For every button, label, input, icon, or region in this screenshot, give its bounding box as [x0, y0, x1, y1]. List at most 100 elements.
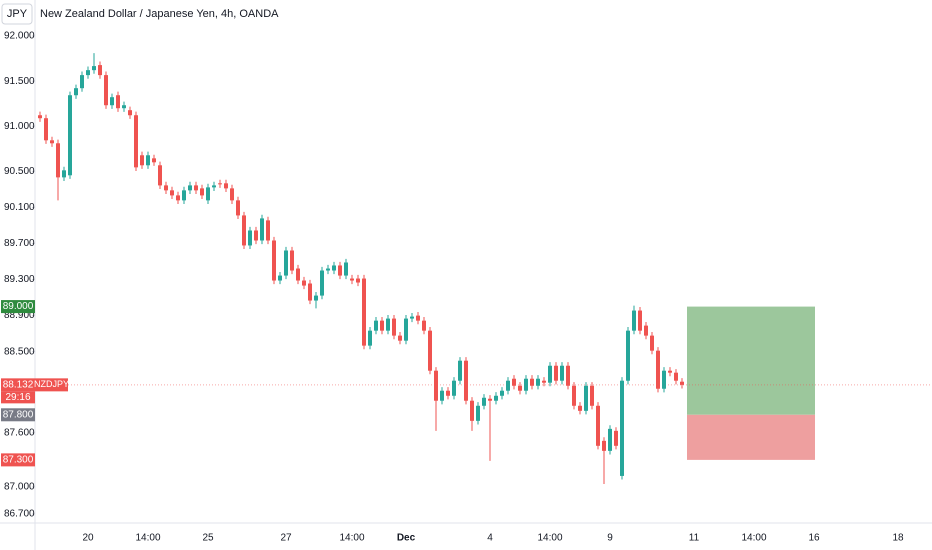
candle-body [242, 215, 246, 246]
x-tick-label: 16 [808, 533, 820, 544]
candle-body [470, 400, 474, 421]
y-tick-label: 90.500 [4, 166, 35, 177]
candle-body [398, 335, 402, 341]
candle-body [644, 325, 648, 336]
candle-body [464, 360, 468, 401]
candle-body [206, 187, 210, 201]
candle-body [356, 278, 360, 283]
candle-body [56, 143, 60, 178]
candle-body [146, 155, 150, 166]
x-tick-label: 27 [280, 533, 292, 544]
candle-body [98, 65, 102, 76]
candle-body [314, 295, 318, 301]
candle-body [278, 275, 282, 281]
x-tick-label: 4 [487, 533, 493, 544]
countdown-badge [1, 391, 35, 404]
candle-body [638, 310, 642, 331]
candle-body [284, 250, 288, 276]
candle-body [134, 115, 138, 168]
candle-body [182, 190, 186, 201]
y-tick-label: 86.700 [4, 509, 35, 520]
candle-body [494, 395, 498, 401]
candle-body [548, 365, 552, 383]
stop-zone [687, 414, 815, 460]
candle-body [428, 330, 432, 371]
x-tick-label: 14:00 [339, 533, 364, 544]
candle-body [254, 230, 258, 241]
y-tick-label: 90.100 [4, 202, 35, 213]
currency-box[interactable] [1, 3, 33, 25]
candle-body [680, 381, 684, 385]
candle-body [224, 183, 228, 189]
x-tick-label: 14:00 [741, 533, 766, 544]
y-tick-label: 89.300 [4, 274, 35, 285]
candle-body [572, 385, 576, 406]
candle-body [260, 218, 264, 241]
candle-body [602, 440, 606, 451]
candle-body [44, 118, 48, 141]
y-tick-label: 87.600 [4, 427, 35, 438]
candle-body [488, 398, 492, 401]
candle-body [296, 268, 300, 281]
target-badge [1, 300, 35, 314]
y-tick-label: 89.700 [4, 238, 35, 249]
candle-body [422, 320, 426, 331]
candle-body [620, 380, 624, 476]
x-tick-label: 11 [689, 533, 700, 544]
candle-body [350, 278, 354, 281]
countdown: 29:16 [5, 392, 30, 403]
candle-body [500, 390, 504, 396]
x-tick-label: 20 [82, 533, 94, 544]
candle-body [530, 378, 534, 386]
candle-body [236, 200, 240, 216]
candle-body [116, 95, 120, 109]
y-tick-label: 91.000 [4, 121, 35, 132]
candle-body [332, 265, 336, 271]
candle-body [410, 316, 414, 319]
candle-body [308, 283, 312, 301]
candle-body [326, 268, 330, 271]
candle-body [212, 185, 216, 188]
candle-body [128, 110, 132, 116]
candle-body [320, 270, 324, 296]
candle-body [392, 318, 396, 336]
candle-body [608, 428, 612, 451]
candle-body [62, 170, 66, 178]
candle-body [272, 240, 276, 281]
candle-body [248, 230, 252, 246]
candle-body [476, 405, 480, 421]
candle-body [614, 430, 618, 446]
candle-body [362, 278, 366, 346]
candle-body [506, 380, 510, 391]
candle-body [86, 70, 90, 76]
stop-badge [1, 453, 35, 467]
current-price-label: 88.132 [3, 379, 34, 390]
stop-label: 87.300 [3, 455, 34, 466]
candle-body [446, 390, 450, 396]
candle-body [416, 315, 420, 321]
candle-body [518, 385, 522, 391]
candle-body [92, 66, 96, 71]
candle-body [674, 372, 678, 381]
current-price-badge [1, 378, 35, 392]
candle-body [158, 165, 162, 186]
x-tick-label: 18 [892, 533, 904, 544]
candle-body [452, 380, 456, 396]
candle-body [566, 365, 570, 386]
y-tick-label: 91.500 [4, 76, 35, 87]
candle-body [122, 105, 126, 109]
x-tick-label: 14:00 [537, 533, 562, 544]
candle-body [110, 97, 114, 106]
candle-body [668, 370, 672, 373]
currency[interactable]: JPY [7, 8, 28, 20]
candle-body [404, 318, 408, 341]
candle-body [368, 330, 372, 346]
candle-body [482, 397, 486, 406]
candle-body [338, 265, 342, 276]
symbol: NZDJPY [34, 379, 69, 389]
candle-body [200, 188, 204, 196]
candle-body [632, 310, 636, 331]
candle-body [266, 220, 270, 241]
